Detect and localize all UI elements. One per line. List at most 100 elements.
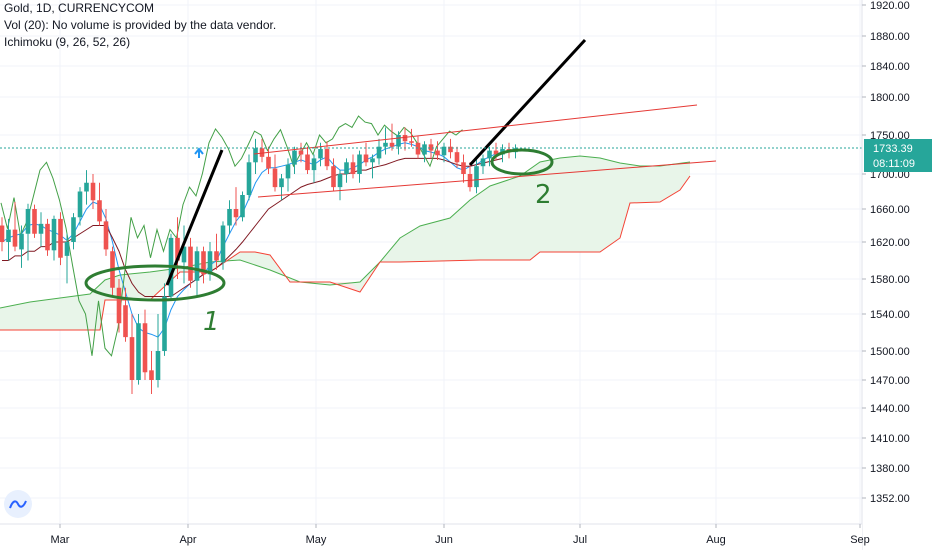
ellipse-annotation-2 [490,148,554,176]
candle-body [142,323,148,373]
candle-body [90,182,96,201]
time-tick-label: Mar [51,534,70,546]
candle-body [51,218,57,251]
price-tick-label: 1920.00 [870,0,910,12]
candle-body [45,223,50,251]
candle-body [77,191,83,218]
candle-body [129,337,135,380]
price-tick-label: 1410.00 [870,433,910,445]
candle-body [337,174,343,188]
candle-body [181,246,187,263]
candle-body [461,162,466,174]
price-tick-label: 1440.00 [870,403,910,415]
candle-body [0,225,5,242]
time-tick-label: Apr [179,534,196,546]
candle-body [409,141,414,143]
trendline-impulse-1 [165,149,224,286]
candle-body [25,209,31,234]
grid [0,0,862,524]
candle-body [331,166,336,188]
candle-body [194,251,200,281]
candle-body [441,146,447,156]
candle-body [396,135,401,147]
time-tick-label: Jul [573,534,587,546]
candle-body [311,158,317,171]
price-tick-label: 1800.00 [870,92,910,104]
ichimoku-cloud [0,155,691,331]
price-tick-label: 1880.00 [870,31,910,43]
trendline-impulse-2 [468,38,587,167]
candle-body [97,200,102,222]
price-tick-label: 1500.00 [870,346,910,358]
candle-body [383,142,388,147]
channel-top-line [253,104,698,155]
ellipse-annotation-1 [84,264,226,302]
time-axis[interactable]: Mar Apr May Jun Jul Aug Sep [0,523,870,550]
chart-legend: Gold, 1D, CURRENCYCOM Vol (20): No volum… [4,0,276,51]
candle-body [402,135,408,142]
candle-body [376,146,382,159]
price-tick-label: 1840.00 [870,61,910,73]
price-tick-label: 1540.00 [870,309,910,321]
annotation-2: 2 [535,180,552,210]
price-tick-label: 1352.00 [870,493,910,505]
ichimoku-indicator-label[interactable]: Ichimoku (9, 26, 52, 26) [4,35,131,49]
volume-indicator-label[interactable]: Vol (20): No volume is provided by the d… [4,18,277,32]
candle-body [428,144,434,151]
candle-body [389,142,395,147]
base-line [2,157,503,297]
candle-body [155,351,161,380]
candle-body [32,209,37,234]
price-label: 1733.39 08:11:09 [864,139,932,172]
price-tick-label: 1380.00 [870,463,910,475]
drawings [84,38,717,302]
candle-body [6,229,11,242]
annotation-1: 1 [203,307,220,337]
candle-body [64,242,70,256]
price-tick-label: 1660.00 [870,204,910,216]
candle-body [240,195,245,218]
price-axis-bg [862,0,932,550]
candle-body [292,150,297,165]
candle-body [370,158,375,163]
candle-body [422,144,427,155]
time-tick-label: Aug [706,534,726,546]
price-tick-label: 1580.00 [870,274,910,286]
tradingview-logo-icon[interactable] [4,490,32,518]
lagging-span [0,115,463,357]
candle-body [253,148,258,163]
candle-body [448,146,453,153]
candle-body [214,251,219,261]
symbol-title[interactable]: Gold, 1D, CURRENCYCOM [4,1,155,15]
candle-body [266,156,271,169]
countdown-text: 08:11:09 [873,158,915,170]
candle-body [474,166,479,188]
price-tick-label: 1470.00 [870,375,910,387]
channel-bottom-line [257,160,717,198]
candle-body [116,287,122,324]
candle-body [415,142,421,155]
candle-body [233,209,239,218]
price-axis[interactable]: 1920.001880.001840.001800.001750.001700.… [861,0,932,550]
time-tick-label: May [306,534,327,546]
candle-body [136,323,141,380]
candle-body [493,150,499,155]
candle-body [435,150,440,156]
candle-body [207,251,213,275]
candle-body [58,218,63,258]
candle-body [259,148,265,157]
candle-body [227,209,232,226]
candle-body [123,305,128,338]
candle-body [12,229,18,247]
candle-body [454,152,460,163]
candle-body [84,182,89,192]
cloud-fill-bearish [290,282,360,292]
candle-body [149,370,154,380]
candle-body [246,162,252,195]
candle-body [344,162,349,174]
candle-body [350,162,356,174]
candle-body [318,149,323,159]
candle-body [220,225,226,263]
candle-body [272,168,278,188]
